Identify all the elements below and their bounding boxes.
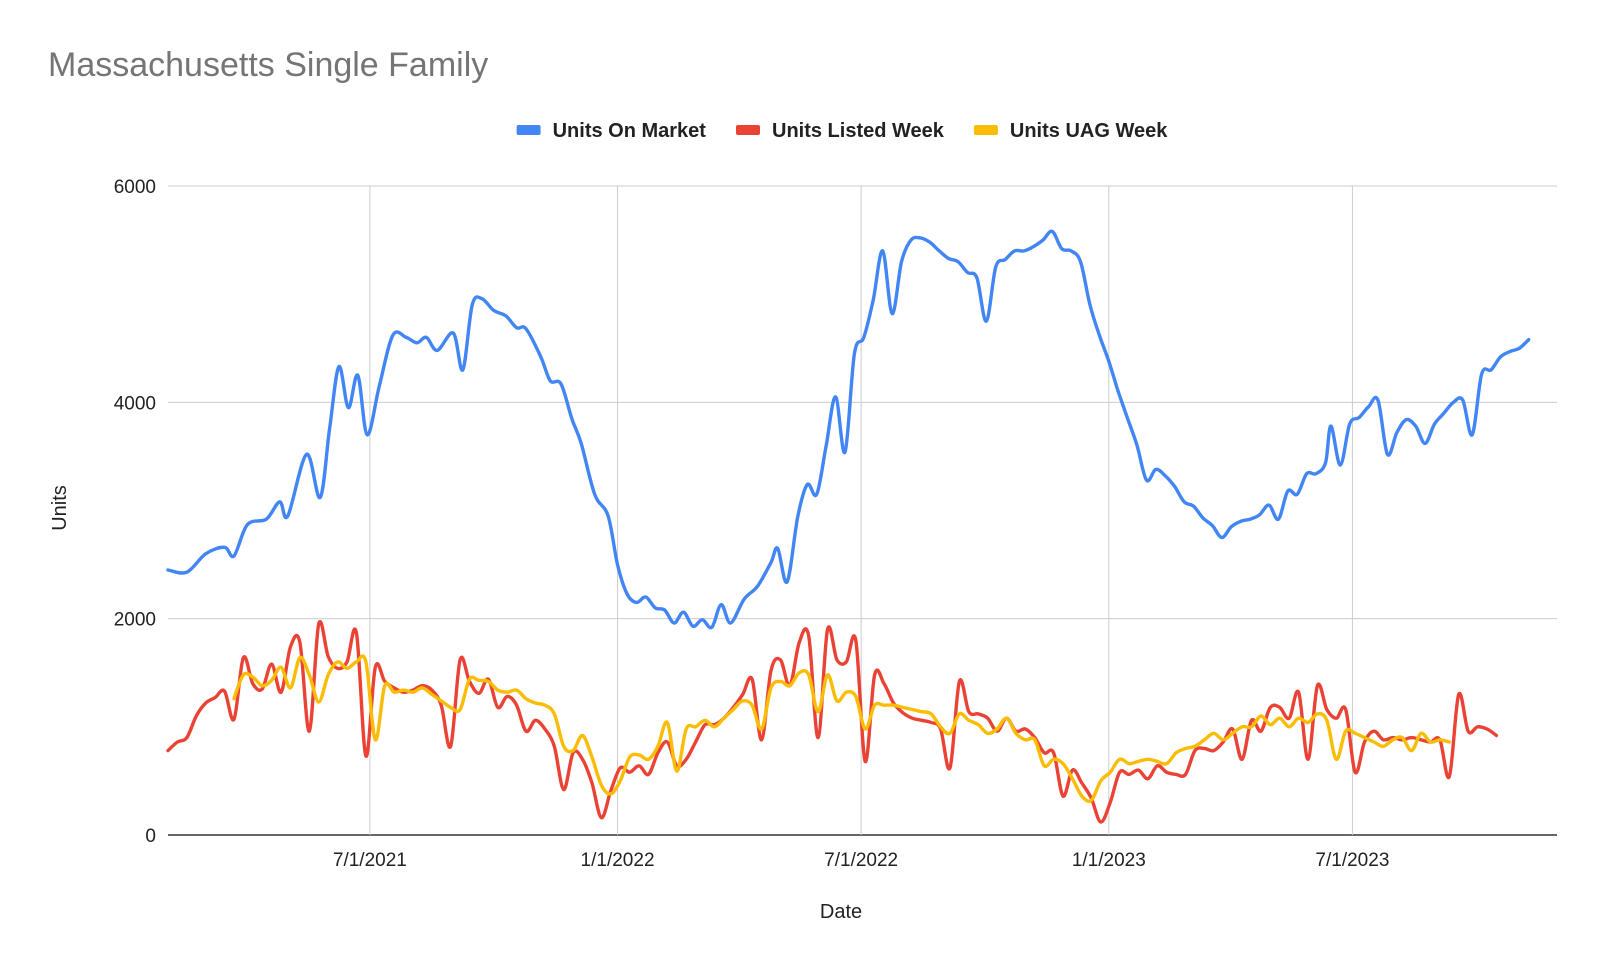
legend-label: Units On Market — [553, 120, 707, 142]
legend: Units On Market Units Listed Week Units UA… — [516, 120, 1168, 142]
x-axis-ticks: 7/1/2021 1/1/2022 7/1/2022 1/1/2023 7/1/2023 — [333, 850, 1389, 871]
legend-label: Units UAG Week — [1010, 120, 1168, 142]
y-tick-label: 2000 — [114, 610, 156, 631]
legend-item-units-uag-week: Units UAG Week — [973, 120, 1168, 142]
x-tick-label: 1/1/2023 — [1072, 850, 1146, 871]
y-tick-label: 4000 — [114, 393, 156, 414]
legend-label: Units Listed Week — [772, 120, 945, 142]
series-lines — [166, 229, 1531, 824]
x-tick-label: 7/1/2023 — [1315, 850, 1389, 871]
series-line-units-uag-week — [232, 654, 1451, 803]
x-tick-label: 7/1/2022 — [824, 850, 898, 871]
y-axis-title: Units — [49, 485, 71, 531]
gridlines — [168, 185, 1557, 836]
legend-swatch — [973, 125, 998, 135]
chart-title: Massachusetts Single Family — [48, 46, 488, 84]
series-line-units-listed-week — [166, 619, 1499, 824]
x-tick-label: 1/1/2022 — [581, 850, 655, 871]
legend-item-units-on-market: Units On Market — [516, 120, 707, 142]
y-axis-ticks: 0 2000 4000 6000 — [114, 177, 156, 847]
y-tick-label: 0 — [145, 826, 156, 847]
x-axis-title: Date — [820, 901, 862, 923]
series-line-units-on-market — [166, 229, 1531, 630]
legend-item-units-listed-week: Units Listed Week — [736, 120, 945, 142]
legend-swatch — [736, 125, 760, 135]
x-tick-label: 7/1/2021 — [333, 850, 407, 871]
legend-swatch — [516, 125, 541, 135]
y-tick-label: 6000 — [114, 177, 156, 198]
